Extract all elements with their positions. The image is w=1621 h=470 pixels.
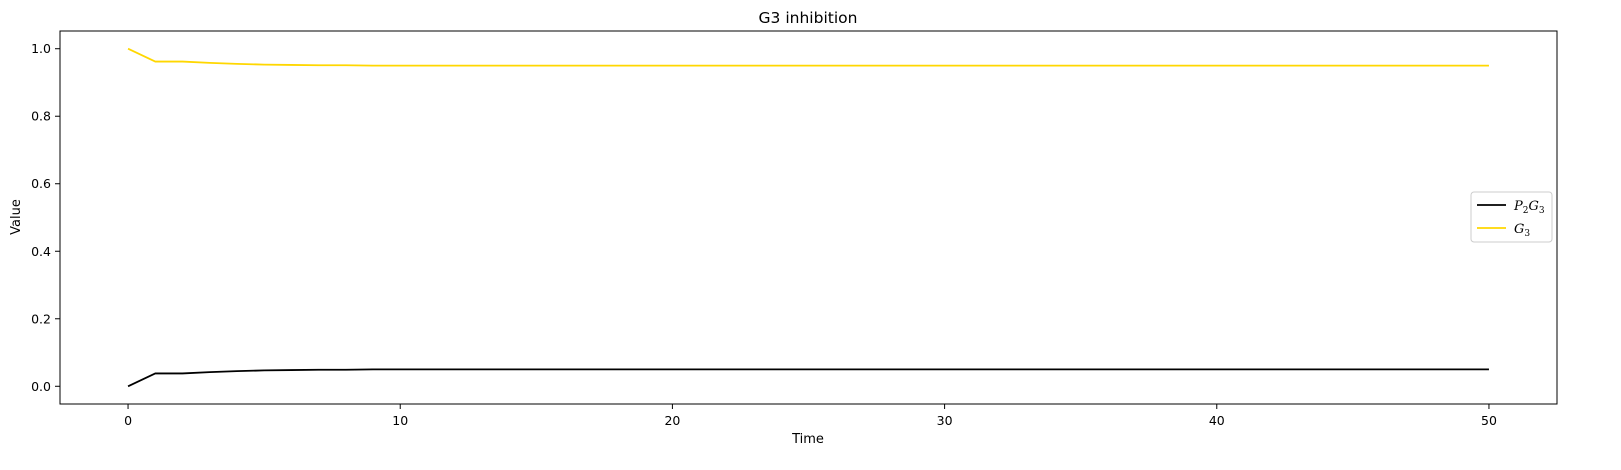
- x-tick-label: 0: [124, 413, 132, 428]
- x-axis-ticks: 0 10 20 30 40 50: [124, 404, 1497, 428]
- y-tick-label: 0.4: [31, 244, 51, 259]
- y-tick-label: 0.8: [31, 109, 51, 124]
- x-tick-label: 50: [1481, 413, 1497, 428]
- y-tick-label: 0.2: [31, 311, 51, 326]
- legend-label-g3: G3: [1514, 222, 1530, 239]
- y-axis-label: Value: [9, 199, 24, 235]
- y-tick-label: 0.6: [31, 176, 51, 191]
- x-tick-label: 10: [392, 413, 408, 428]
- y-tick-label: 1.0: [31, 41, 51, 56]
- x-tick-label: 20: [664, 413, 680, 428]
- legend-label-p2g3: P2G3: [1513, 199, 1545, 216]
- series-layer: [127, 47, 1489, 388]
- x-tick-label: 30: [937, 413, 953, 428]
- axes-frame: [59, 30, 1558, 405]
- series-line-g3: [127, 47, 1489, 67]
- plot-area: [59, 30, 1558, 405]
- x-axis-label: Time: [791, 432, 824, 447]
- chart-title: G3 inhibition: [759, 9, 858, 27]
- legend-box: [1470, 191, 1553, 243]
- y-axis-ticks: 0.0 0.2 0.4 0.6 0.8 1.0: [31, 41, 60, 394]
- y-tick-label: 0.0: [31, 379, 51, 394]
- legend: P2G3 G3: [1470, 191, 1553, 243]
- series-line-p2g3: [127, 368, 1489, 388]
- x-tick-label: 40: [1209, 413, 1225, 428]
